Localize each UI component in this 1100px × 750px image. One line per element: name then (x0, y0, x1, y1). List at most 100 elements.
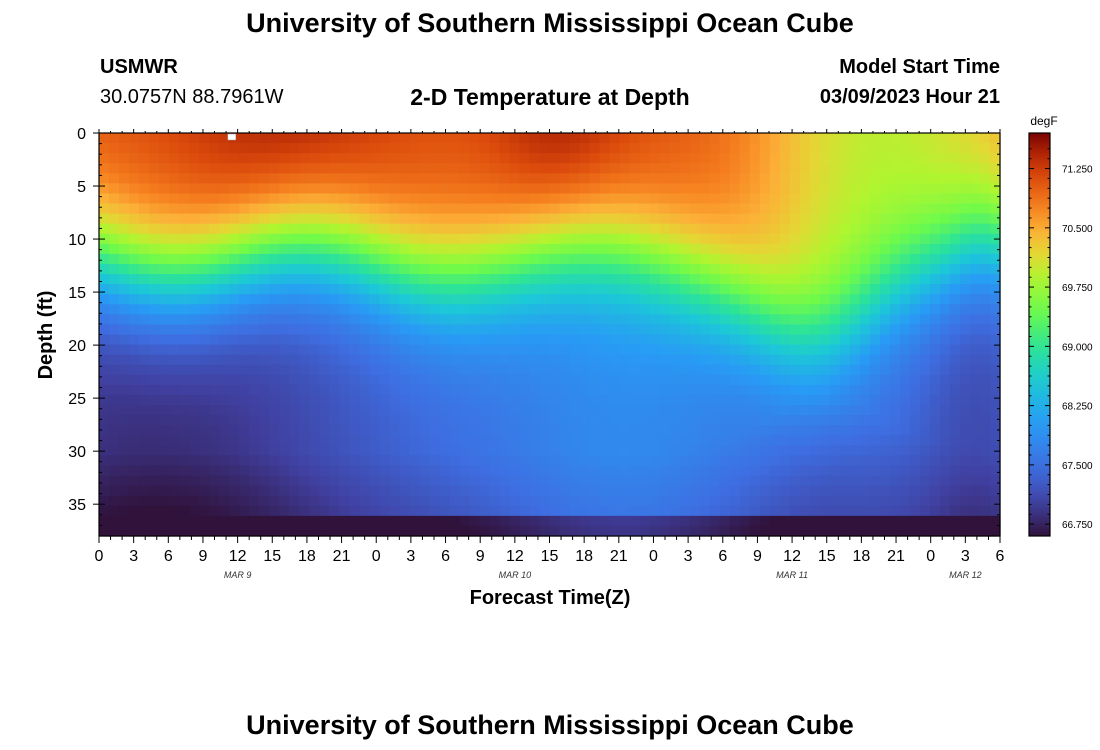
heatmap-cell (319, 495, 330, 507)
heatmap-cell (449, 505, 460, 517)
heatmap-cell (899, 465, 911, 477)
heatmap-cell (799, 324, 811, 336)
heatmap-cell (849, 384, 861, 396)
heatmap-cell (559, 485, 571, 497)
heatmap-cell (389, 263, 400, 275)
heatmap-cell (649, 183, 661, 195)
heatmap-cell (459, 334, 471, 346)
heatmap-cell (639, 294, 651, 305)
heatmap-cell (259, 425, 270, 436)
heatmap-cell (709, 263, 721, 275)
heatmap-cell (369, 223, 380, 235)
heatmap-cell (509, 505, 521, 517)
heatmap-cell (339, 294, 350, 305)
heatmap-cell (869, 324, 881, 336)
heatmap-cell (219, 253, 230, 265)
heatmap-cell (799, 243, 811, 255)
heatmap-cell (449, 324, 460, 336)
heatmap-cell (919, 274, 931, 285)
heatmap-cell (839, 485, 851, 497)
heatmap-cell (509, 163, 521, 174)
heatmap-cell (389, 143, 400, 154)
heatmap-cell (419, 485, 430, 497)
heatmap-cell (749, 233, 761, 245)
heatmap-cell (419, 364, 430, 376)
heatmap-cell (859, 384, 871, 396)
heatmap-cell (559, 475, 571, 487)
heatmap-cell (129, 364, 140, 376)
heatmap-cell (469, 384, 481, 396)
heatmap-cell (179, 163, 190, 174)
heatmap-cell (729, 253, 741, 265)
heatmap-cell (289, 304, 300, 315)
heatmap-cell (199, 314, 210, 326)
heatmap-cell (989, 445, 1001, 456)
heatmap-cell (149, 505, 160, 517)
heatmap-cell (249, 223, 260, 235)
heatmap-cell (99, 324, 110, 336)
heatmap-cell (939, 294, 951, 305)
heatmap-cell (189, 435, 200, 446)
heatmap-cell (259, 445, 270, 456)
heatmap-cell (669, 495, 681, 507)
heatmap-cell (529, 405, 541, 416)
heatmap-cell (879, 253, 891, 265)
heatmap-cell (129, 425, 140, 436)
heatmap-cell (249, 294, 260, 305)
heatmap-cell (459, 525, 471, 537)
heatmap-cell (299, 253, 310, 265)
heatmap-cell (989, 243, 1001, 255)
heatmap-cell (779, 405, 791, 416)
heatmap-cell (839, 415, 851, 426)
heatmap-cell (309, 405, 320, 416)
heatmap-cell (439, 425, 450, 436)
heatmap-cell (319, 223, 330, 235)
heatmap-cell (969, 294, 981, 305)
heatmap-cell (459, 163, 471, 174)
heatmap-cell (839, 334, 851, 346)
heatmap-cell (539, 435, 551, 446)
heatmap-cell (179, 364, 190, 376)
heatmap-cell (329, 294, 340, 305)
heatmap-cell (379, 253, 390, 265)
heatmap-cell (179, 515, 190, 527)
heatmap-cell (829, 465, 841, 477)
x-date-label: MAR 10 (499, 570, 532, 580)
heatmap-cell (729, 415, 741, 426)
heatmap-cell (959, 133, 971, 144)
heatmap-cell (109, 435, 120, 446)
heatmap-cell (659, 425, 671, 436)
heatmap-cell (479, 465, 491, 477)
heatmap-cell (239, 495, 250, 507)
heatmap-cell (569, 143, 581, 154)
heatmap-cell (499, 495, 511, 507)
heatmap-cell (429, 274, 440, 285)
heatmap-cell (429, 334, 440, 346)
heatmap-cell (229, 354, 240, 366)
heatmap-cell (329, 425, 340, 436)
heatmap-cell (469, 143, 481, 154)
heatmap-cell (459, 405, 471, 416)
heatmap-cell (179, 314, 190, 326)
heatmap-cell (499, 405, 511, 416)
heatmap-cell (959, 445, 971, 456)
heatmap-cell (819, 243, 831, 255)
heatmap-cell (869, 455, 881, 467)
heatmap-cell (729, 344, 741, 356)
heatmap-cell (689, 163, 701, 174)
heatmap-cell (329, 133, 340, 144)
heatmap-cell (949, 505, 961, 517)
heatmap-cell (189, 173, 200, 184)
heatmap-cell (959, 334, 971, 346)
heatmap-cell (849, 405, 861, 416)
heatmap-cell (539, 243, 551, 255)
heatmap-cell (469, 173, 481, 184)
heatmap-cell (449, 133, 460, 144)
heatmap-cell (199, 475, 210, 487)
heatmap-cell (289, 193, 300, 205)
heatmap-cell (429, 203, 440, 215)
heatmap-cell (899, 173, 911, 184)
heatmap-cell (249, 354, 260, 366)
heatmap-cell (719, 465, 731, 477)
heatmap-cell (669, 515, 681, 527)
